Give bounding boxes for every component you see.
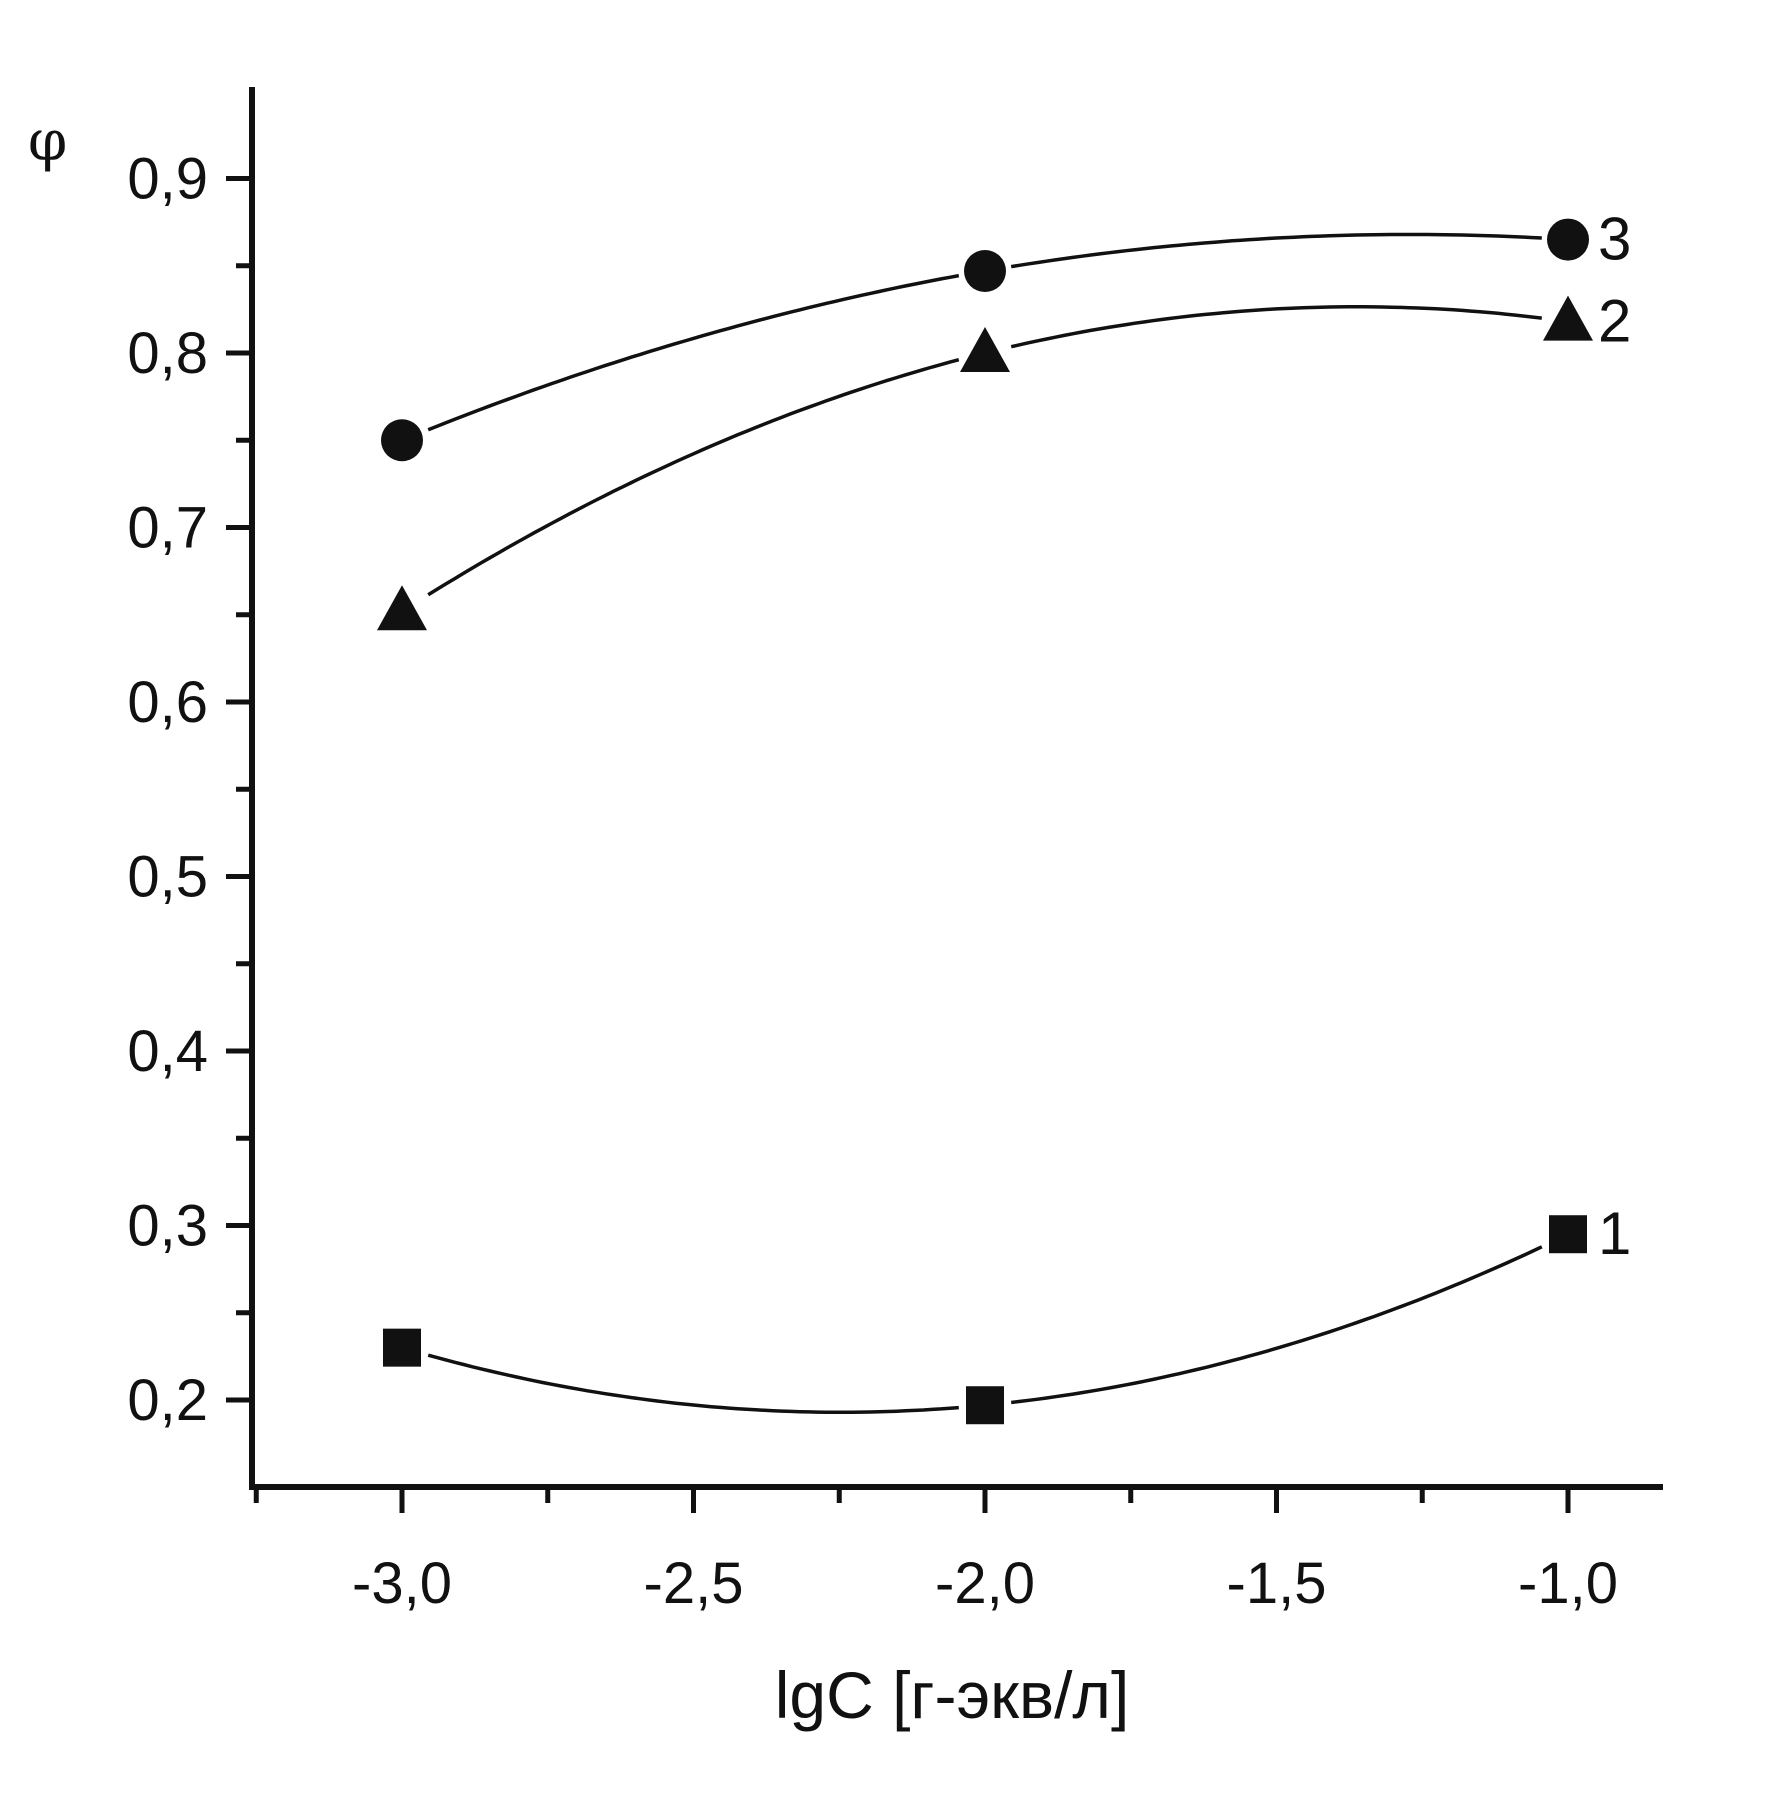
y-tick-label: 0,5 xyxy=(127,845,208,910)
series-2-point xyxy=(960,327,1010,372)
y-tick-label: 0,9 xyxy=(127,147,208,212)
series-curves xyxy=(427,232,1543,1415)
series-3-label: 3 xyxy=(1598,206,1631,273)
series-3-line xyxy=(1010,232,1542,269)
series-1-point xyxy=(966,1386,1004,1425)
series-1-line xyxy=(427,1353,959,1415)
y-tick-label: 0,7 xyxy=(127,496,208,561)
series-1-point xyxy=(1549,1215,1587,1254)
series-3-point xyxy=(964,249,1006,292)
series-3-point xyxy=(1547,218,1589,261)
series-3-line xyxy=(427,273,960,432)
series-2-point xyxy=(1543,295,1593,341)
series-2-point xyxy=(377,585,427,631)
x-tick-label: -1,0 xyxy=(1518,1551,1618,1616)
x-tick-label: -1,5 xyxy=(1227,1551,1327,1616)
y-tick-label: 0,8 xyxy=(127,321,208,386)
series-1-point xyxy=(383,1328,421,1367)
series-1-line xyxy=(1010,1245,1543,1405)
y-tick-label: 0,3 xyxy=(127,1194,208,1259)
y-tick-label: 0,4 xyxy=(127,1019,208,1084)
series-2-label: 2 xyxy=(1598,288,1631,355)
series-1-label: 1 xyxy=(1598,1200,1631,1267)
series-3-point xyxy=(381,419,423,462)
axes: 0,2 0,3 0,4 0,5 0,6 0,7 0,8 0,9 -3,0 -2,5 -2,0 -1,5… xyxy=(127,87,1663,1616)
x-axis-title: lgC [г-экв/л] xyxy=(775,1658,1130,1732)
x-tick-label: -3,0 xyxy=(352,1551,452,1616)
y-tick-label: 0,2 xyxy=(127,1368,208,1433)
series-2-line xyxy=(427,358,960,597)
series-2-line xyxy=(1010,305,1542,349)
x-tick-label: -2,5 xyxy=(644,1551,744,1616)
y-axis-title: φ xyxy=(28,109,67,174)
x-tick-label: -2,0 xyxy=(935,1551,1035,1616)
series-markers: 1 2 3 xyxy=(377,206,1631,1425)
y-tick-label: 0,6 xyxy=(127,670,208,735)
